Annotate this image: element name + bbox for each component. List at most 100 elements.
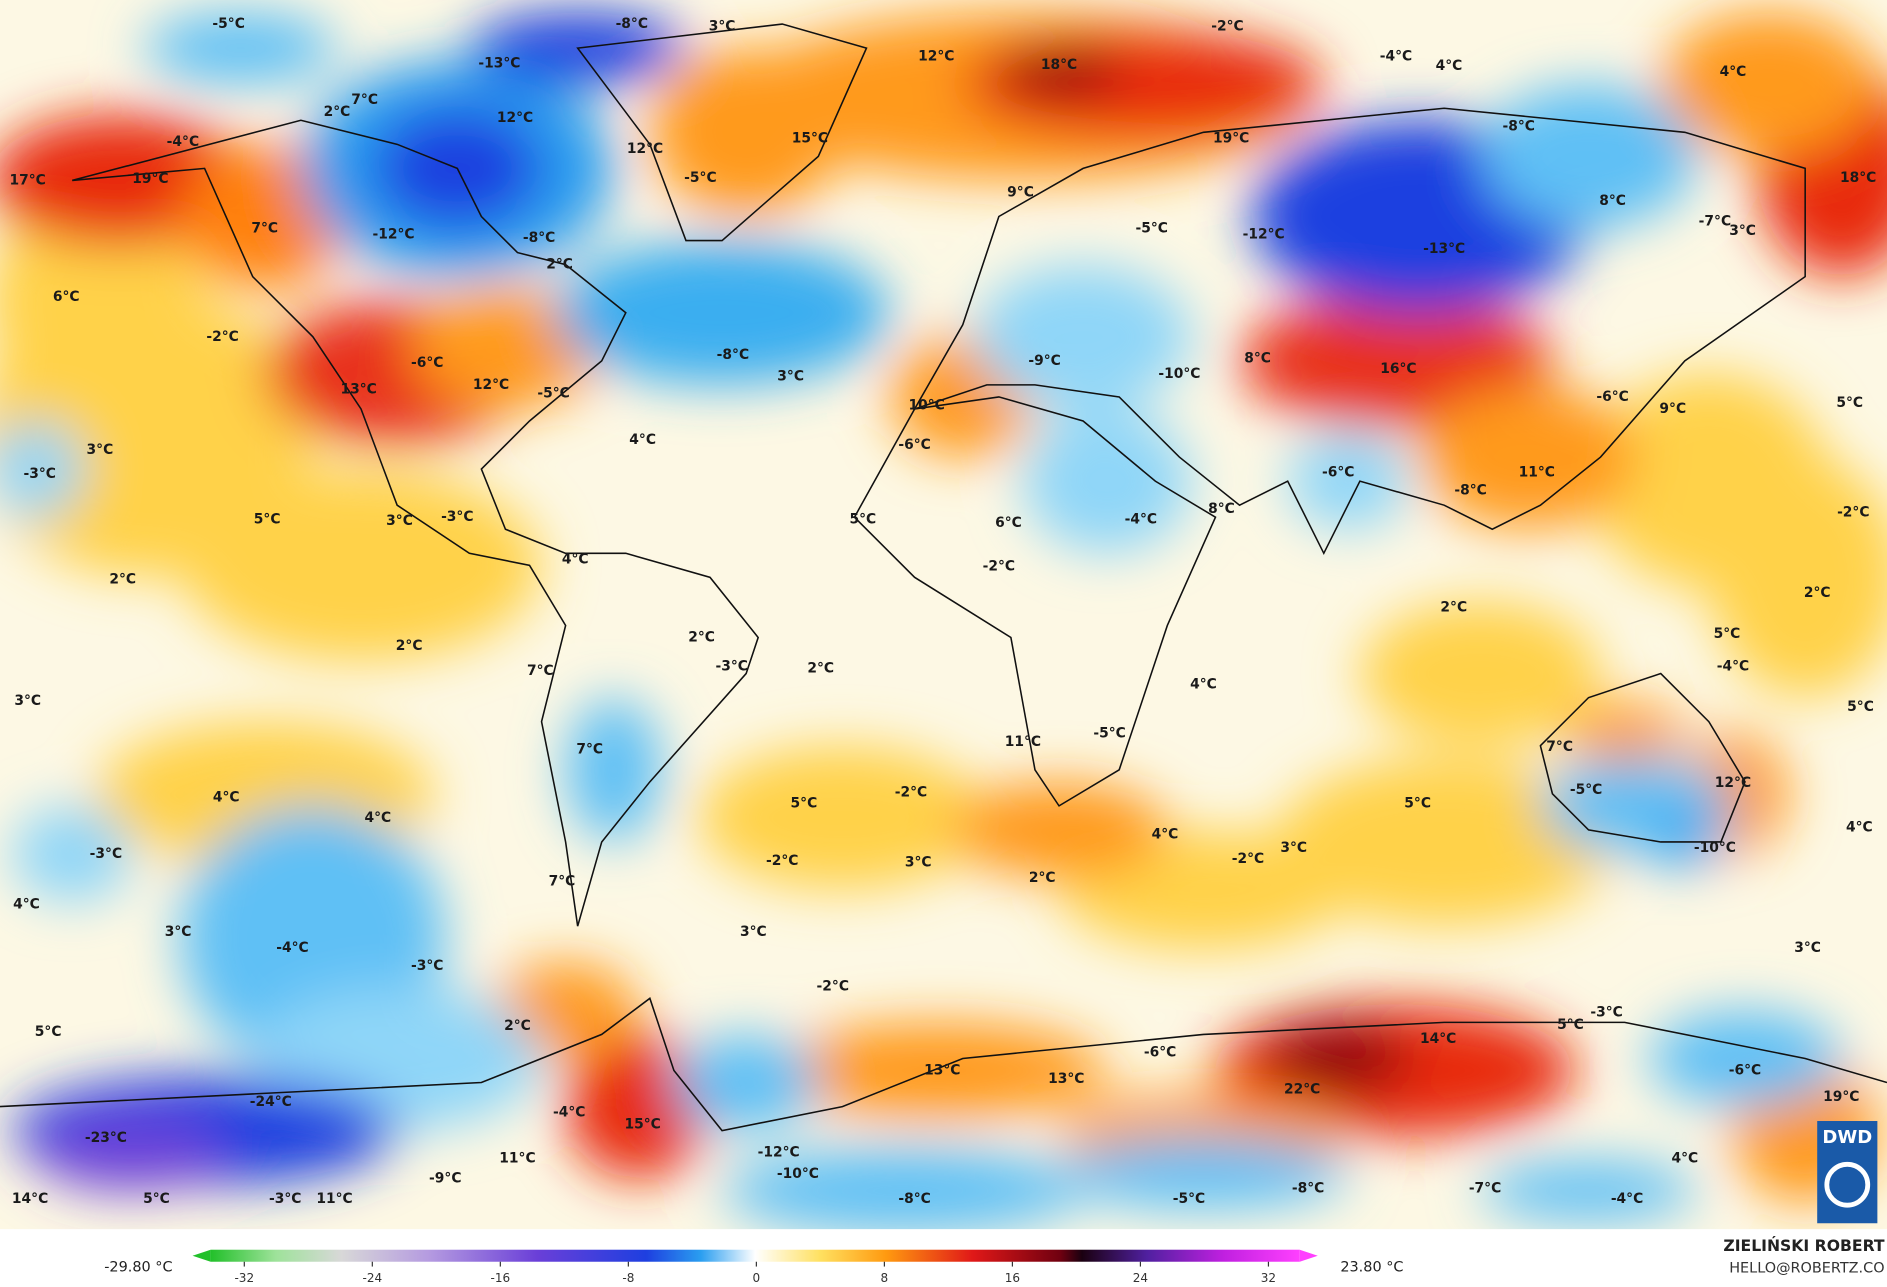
temperature-label: 4°C (1190, 676, 1217, 692)
colorbar-end (192, 1249, 211, 1262)
temperature-label: -8°C (1292, 1180, 1324, 1196)
temperature-label: -3°C (1590, 1005, 1622, 1021)
temperature-label: 11°C (316, 1191, 352, 1207)
temperature-label: 7°C (549, 874, 576, 890)
contact: HELLO@ROBERTZ.CO (1729, 1261, 1884, 1277)
temperature-label: -6°C (898, 437, 930, 453)
colorbar (210, 1249, 1300, 1262)
anomaly-blob (1420, 384, 1637, 530)
temperature-label: -4°C (553, 1105, 585, 1121)
temperature-label: -3°C (441, 509, 473, 525)
temperature-label: -6°C (1322, 465, 1354, 481)
temperature-label: -8°C (717, 347, 749, 363)
temperature-label: -9°C (1028, 353, 1060, 369)
temperature-label: -3°C (23, 466, 55, 482)
temperature-label: 19°C (1823, 1089, 1859, 1105)
coastlines (0, 23, 1887, 1132)
temperature-label: -8°C (523, 230, 555, 246)
temperature-label: 7°C (251, 221, 278, 237)
temperature-label: 11°C (1519, 465, 1555, 481)
temperature-label: -6°C (1596, 389, 1628, 405)
colorbar-tick-label: 32 (1261, 1271, 1276, 1285)
anomaly-blob (649, 48, 843, 217)
anomaly-blob (1564, 703, 1685, 764)
colorbar-end (1299, 1249, 1318, 1262)
temperature-label: 8°C (1599, 193, 1626, 209)
legend-max: 23.80 °C (1340, 1260, 1403, 1276)
temperature-label: 2°C (396, 638, 423, 654)
temperature-label: 14°C (12, 1191, 48, 1207)
anomaly-blob (12, 805, 133, 903)
author: ZIELIŃSKI ROBERT (1723, 1236, 1885, 1255)
temperature-label: 3°C (740, 924, 767, 940)
temperature-label: 17°C (10, 172, 46, 188)
temperature-label: 18°C (1041, 57, 1077, 73)
anomaly-blob (1660, 12, 1878, 157)
temperature-label: 2°C (504, 1018, 531, 1034)
temperature-label: -5°C (1570, 782, 1602, 798)
temperature-label: 15°C (792, 130, 828, 146)
temperature-label: 3°C (87, 442, 114, 458)
temperature-label: -10°C (1158, 366, 1200, 382)
logo: DWD (1822, 1127, 1872, 1148)
temperature-label: -13°C (478, 56, 520, 72)
temperature-label: 5°C (1714, 626, 1741, 642)
temperature-label: -3°C (715, 658, 747, 674)
temperature-label: -6°C (1144, 1044, 1176, 1060)
temperature-label: -13°C (1423, 241, 1465, 257)
anomaly-blob (770, 1022, 1108, 1119)
temperature-label: -3°C (411, 958, 443, 974)
temperature-label: 2°C (1029, 870, 1056, 886)
temperature-label: 13°C (924, 1062, 960, 1078)
temperature-label: 6°C (53, 289, 80, 305)
temperature-label: 4°C (1152, 827, 1179, 843)
anomaly-blob (1588, 372, 1830, 590)
colorbar-tick-label: 8 (881, 1271, 889, 1285)
temperature-label: -5°C (684, 170, 716, 186)
temperature-label: 2°C (807, 661, 834, 677)
temperature-label: 3°C (709, 18, 736, 34)
temperature-label: 10°C (908, 397, 944, 413)
anomaly-blob (1059, 1136, 1348, 1209)
temperature-label: -4°C (167, 134, 199, 150)
temperature-label: 4°C (1436, 58, 1463, 74)
temperature-label: 3°C (386, 513, 413, 529)
anomaly-field (0, 12, 1887, 1230)
temperature-label: -5°C (1135, 221, 1167, 237)
temperature-label: 12°C (627, 141, 663, 157)
temperature-label: -7°C (1469, 1180, 1501, 1196)
anomaly-blob (1239, 294, 1553, 427)
temperature-label: 3°C (1729, 223, 1756, 239)
temperature-labels: -5°C -8°C 3°C -2°C 12°C 18°C -4°C 4°C 4°C -13°C 7°… (10, 16, 1877, 1207)
temperature-label: 12°C (918, 49, 954, 65)
anomaly-blob (673, 1034, 819, 1131)
temperature-label: -6°C (1729, 1062, 1761, 1078)
temperature-label: 19°C (132, 171, 168, 187)
temperature-label: 4°C (213, 789, 240, 805)
colorbar-ticks: -32 -24 -16 -8 0 8 16 24 32 (234, 1261, 1276, 1285)
anomaly-blob (1275, 757, 1613, 927)
temperature-label: 11°C (499, 1150, 535, 1166)
temperature-label: -6°C (411, 355, 443, 371)
temperature-label: -4°C (1717, 658, 1749, 674)
anomaly-blob (0, 192, 205, 409)
temperature-label: 2°C (324, 104, 351, 120)
temperature-label: 13°C (340, 382, 376, 398)
temperature-label: 5°C (254, 512, 281, 528)
temperature-label: 12°C (473, 377, 509, 393)
colorbar-tick-label: -24 (362, 1271, 382, 1285)
temperature-label: 4°C (1720, 64, 1747, 80)
temperature-label: -3°C (269, 1191, 301, 1207)
temperature-label: 18°C (1840, 170, 1876, 186)
anomaly-blob (565, 697, 662, 842)
logo-mark (1824, 1161, 1871, 1208)
temperature-label: -5°C (1173, 1191, 1205, 1207)
temperature-label: 3°C (777, 368, 804, 384)
colorbar-tick-label: 0 (753, 1271, 761, 1285)
colorbar-tick-label: 16 (1005, 1271, 1020, 1285)
anomaly-blob (1287, 433, 1409, 530)
temperature-label: 2°C (109, 572, 136, 588)
temperature-label: 22°C (1284, 1082, 1320, 1098)
